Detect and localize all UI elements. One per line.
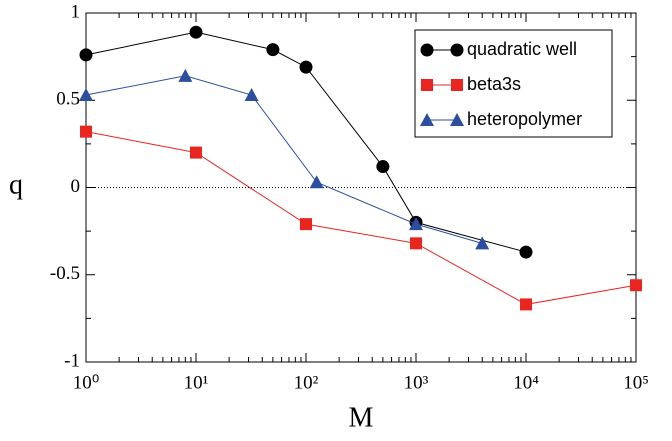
point: [410, 237, 422, 250]
point: [450, 113, 464, 126]
point: [450, 43, 464, 57]
y-tick-label: 0.5: [56, 89, 80, 110]
x-tick-label: 10⁰: [73, 372, 100, 393]
point: [409, 217, 423, 231]
point: [309, 175, 324, 189]
legend-box: [414, 29, 613, 138]
point: [520, 298, 532, 311]
series-line: [85, 131, 637, 305]
x-tick-label: 10¹: [184, 372, 209, 393]
point: [79, 88, 93, 102]
series-line: [85, 75, 483, 244]
legend-label: beta3s: [467, 74, 521, 94]
point: [420, 113, 434, 126]
x-axis-label: M: [349, 402, 374, 433]
point: [420, 43, 434, 57]
x-tick-label: 10³: [404, 372, 429, 393]
legend-label: quadratic well: [467, 39, 577, 59]
point: [519, 245, 533, 259]
y-tick-label: 1: [71, 1, 81, 22]
point: [79, 48, 93, 62]
x-tick-label: 10⁵: [623, 372, 649, 393]
x-tick-label: 10⁴: [513, 372, 539, 393]
x-tick-label: 10²: [294, 372, 319, 393]
point: [189, 25, 203, 39]
point: [630, 279, 642, 292]
y-tick-label: -0.5: [50, 263, 80, 284]
y-tick-label: -1: [64, 350, 80, 371]
point: [376, 160, 390, 174]
point: [178, 68, 193, 82]
point: [244, 88, 259, 102]
point: [300, 218, 312, 231]
point: [299, 60, 313, 74]
point: [475, 236, 490, 250]
point: [421, 79, 433, 91]
point: [190, 146, 202, 159]
point: [266, 43, 280, 57]
point: [80, 125, 92, 138]
point: [451, 79, 463, 91]
legend-label: heteropolymer: [467, 109, 582, 129]
y-tick-label: 0: [71, 176, 81, 197]
y-axis-label: q: [9, 169, 23, 200]
